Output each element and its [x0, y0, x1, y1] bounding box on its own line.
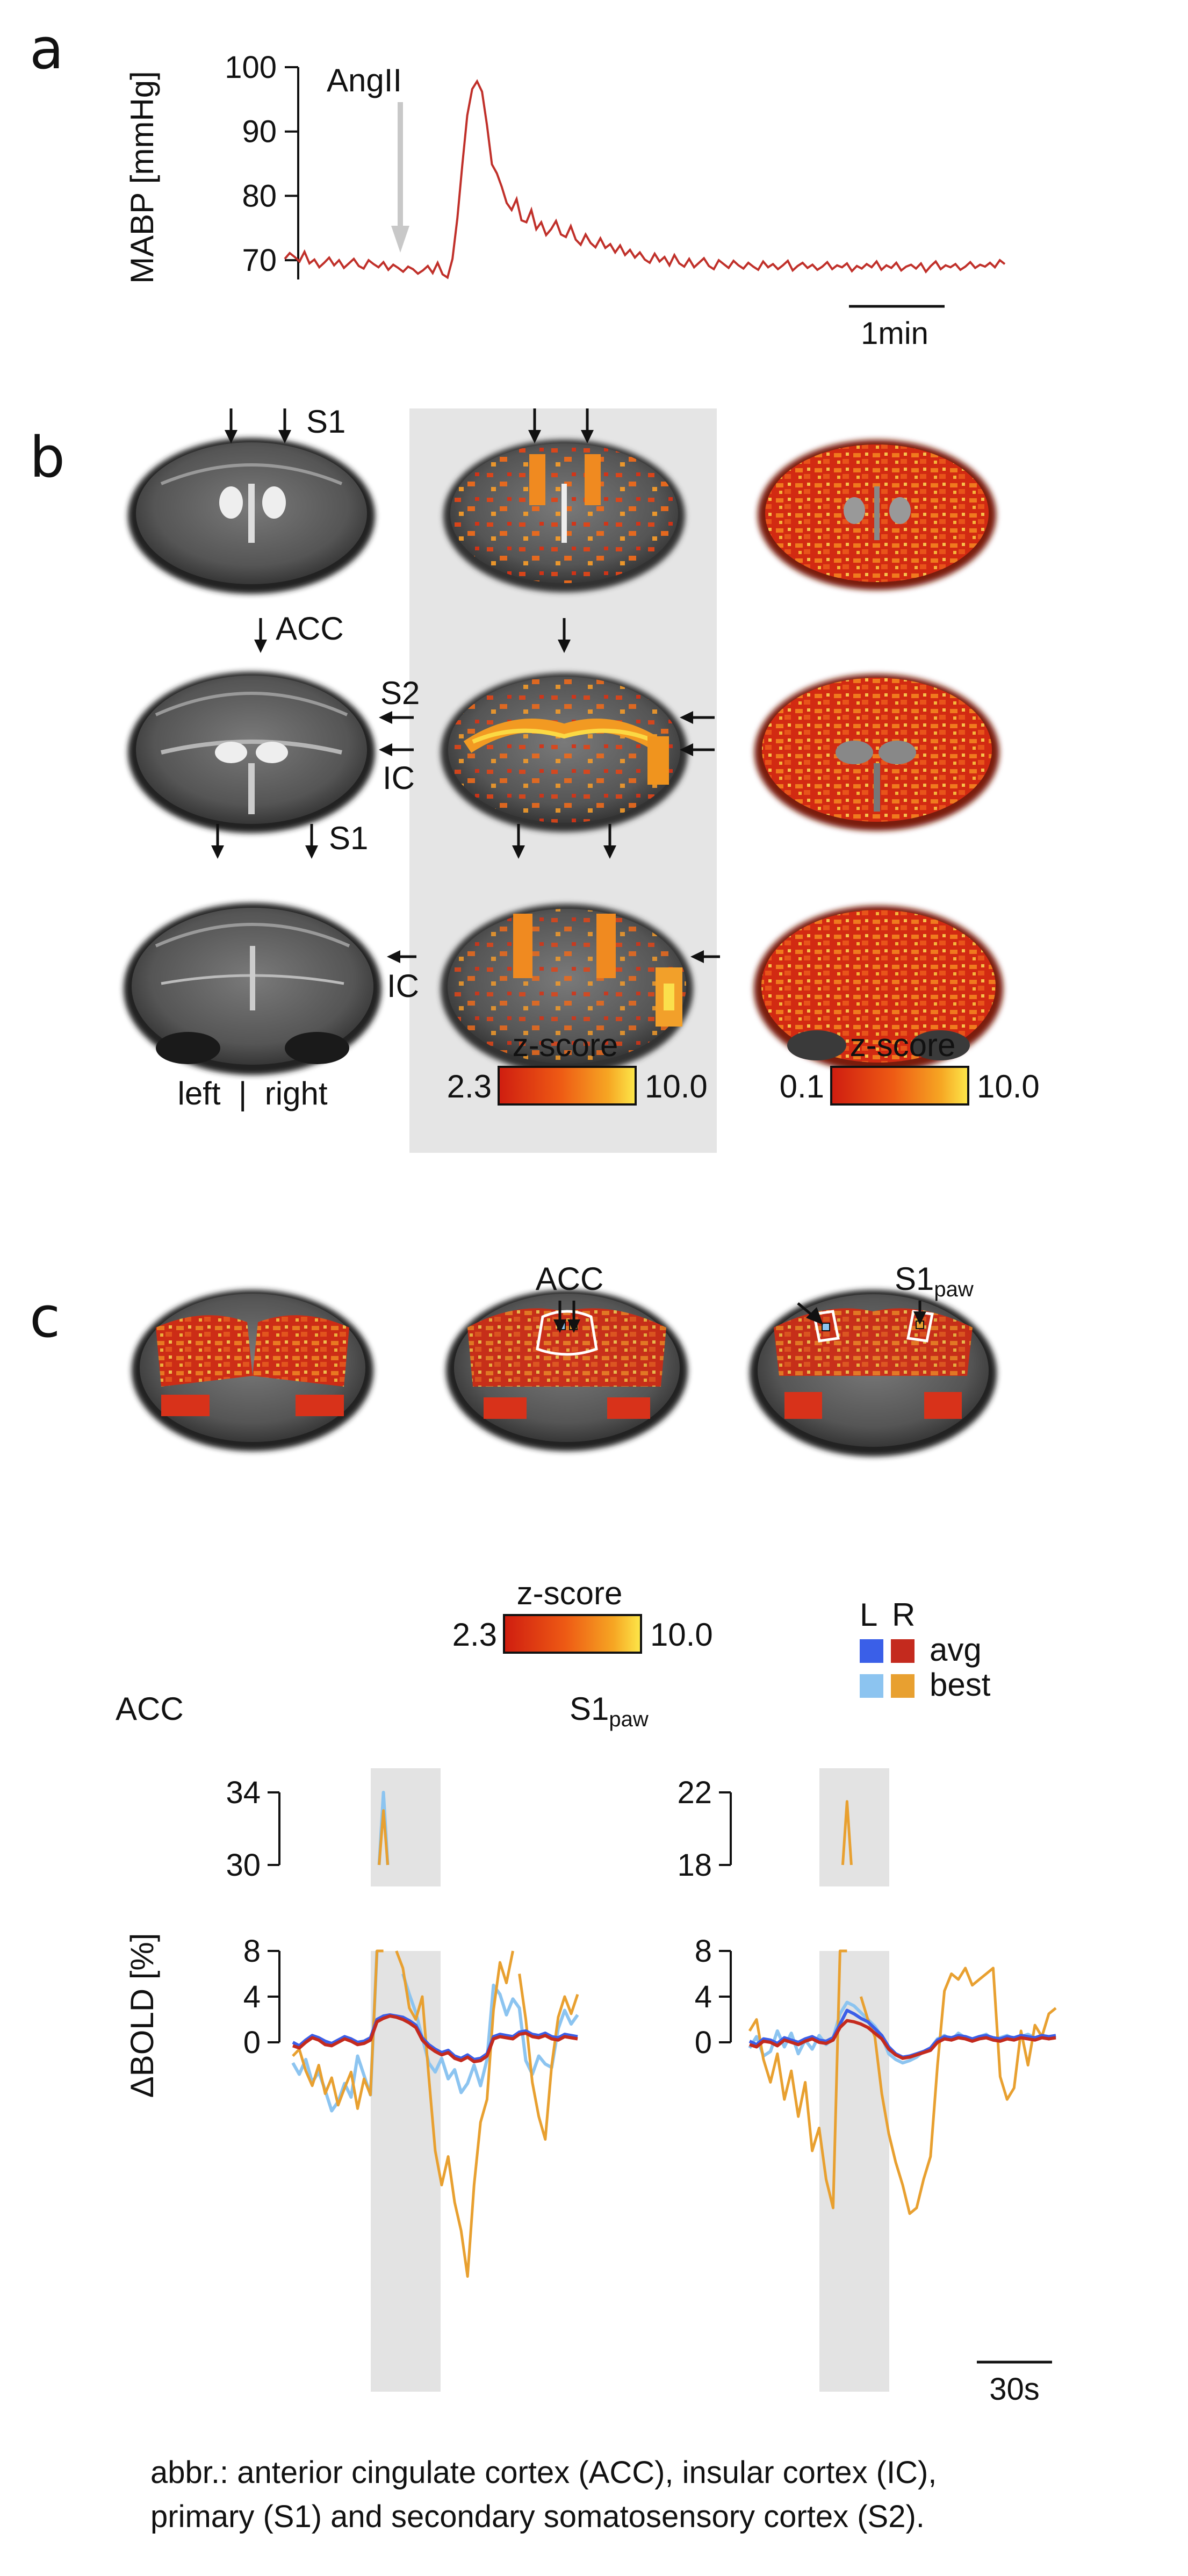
colorbar1-title: z-score [513, 1027, 618, 1063]
mabp-trace [284, 79, 1006, 279]
acc-ytick-label-34: 34 [226, 1775, 261, 1810]
label-b-ic-row2: IC [383, 760, 415, 796]
acc-ytick-label-8: 8 [243, 1934, 261, 1969]
brain-c-2 [446, 1290, 688, 1451]
acc-trace-r-avg [292, 2014, 578, 2064]
label-b-s2: S2 [380, 675, 420, 711]
s1paw-trace-r-best [748, 1800, 1057, 2215]
panel-label-c: c [30, 1285, 61, 1350]
panel-a-y-label: MABP [mmHg] [124, 71, 160, 284]
legend-swatch-r-best [891, 1674, 915, 1698]
brain-b-r2-c1 [128, 672, 375, 833]
s1-stim-shade-bottom [819, 1951, 889, 2392]
s1paw-ytick-label-4: 4 [695, 1979, 712, 2014]
legend-swatch-l-best [860, 1674, 883, 1698]
panel-a-ytick-label-90: 90 [242, 114, 277, 149]
panel-a-ytick-label-70: 70 [242, 243, 277, 278]
panel-b: S1 ACC S2 IC S1 IC left | right z-score … [124, 404, 1040, 1153]
legend-header-r: R [892, 1597, 915, 1633]
brain-b-r1-c1 [128, 438, 375, 594]
arrows-c [553, 1301, 926, 1333]
arrows-b [211, 408, 720, 963]
acc-traces [291, 1791, 579, 2278]
colorbar-c-min: 2.3 [452, 1617, 497, 1653]
brain-b-r3-c1 [124, 903, 381, 1075]
panel-c-y-label: ΔBOLD [%] [124, 1933, 160, 2098]
legend: L R avg best [860, 1597, 991, 1703]
label-c-acc: ACC [536, 1261, 604, 1297]
legend-label-best: best [930, 1667, 991, 1703]
panel-label-b: b [30, 425, 66, 490]
label-b-ic-row3: IC [387, 968, 419, 1004]
panel-c-scalebar-label: 30s [989, 2372, 1040, 2407]
colorbar-c-title: z-score [517, 1575, 623, 1611]
panel-label-a: a [30, 16, 64, 82]
acc-ytick-label-30: 30 [226, 1848, 261, 1883]
s1paw-traces [748, 1800, 1057, 2215]
legend-label-avg: avg [930, 1632, 982, 1668]
brain-c-3 [750, 1290, 997, 1456]
panel-a-ytick-label-100: 100 [225, 50, 277, 85]
colorbar2-bar [830, 1066, 969, 1106]
s1-stim-shade-top [819, 1768, 889, 1886]
acc-trace-r-best [292, 1809, 579, 2278]
colorbar-c-max: 10.0 [650, 1617, 713, 1653]
orientation-label: left | right [177, 1075, 327, 1111]
chart-title-s1paw: S1paw [570, 1691, 649, 1731]
s1paw-trace-l-best [748, 2000, 1056, 2065]
label-b-s1-row1: S1 [306, 404, 345, 440]
colorbar-c-bar [503, 1614, 642, 1654]
chart-title-acc: ACC [116, 1691, 184, 1727]
colorbar1-bar [498, 1066, 637, 1106]
colorbar1-max: 10.0 [645, 1068, 708, 1104]
acc-stim-shade-bottom [371, 1951, 441, 2392]
angii-arrow [391, 102, 409, 253]
brain-c-1 [132, 1290, 373, 1451]
colorbar2-max: 10.0 [977, 1068, 1040, 1104]
panel-c: ACC S1paw z-score 2.3 10.0 L R avg best … [116, 1261, 1057, 2407]
acc-ytick-label-4: 4 [243, 1979, 261, 2014]
colorbar2-min: 0.1 [780, 1068, 824, 1104]
legend-swatch-r-avg [891, 1639, 915, 1663]
brain-b-r3-c3 [754, 906, 1003, 1072]
colorbar1-min: 2.3 [447, 1068, 492, 1104]
caption-line-1: abbr.: anterior cingulate cortex (ACC), … [150, 2455, 937, 2490]
brain-b-r2-c2 [441, 673, 688, 832]
s1paw-ytick-label-18: 18 [677, 1848, 712, 1883]
brain-b-r1-c2 [443, 440, 685, 592]
panel-a-scalebar-label: 1min [861, 316, 928, 351]
label-b-acc: ACC [276, 611, 344, 647]
acc-ytick-label-0: 0 [243, 2025, 261, 2060]
panel-a-ytick-label-80: 80 [242, 178, 277, 213]
brain-b-r2-c3 [754, 674, 999, 831]
colorbar2-title: z-score [850, 1027, 956, 1063]
angii-label: AngII [327, 62, 402, 98]
s1paw-trace-r-avg [749, 2019, 1056, 2060]
legend-header-l: L [860, 1597, 877, 1633]
caption-line-2: primary (S1) and secondary somatosensory… [150, 2499, 925, 2534]
label-c-s1paw: S1paw [895, 1261, 974, 1301]
label-b-s1-row3: S1 [329, 820, 368, 856]
caption: abbr.: anterior cingulate cortex (ACC), … [150, 2451, 1171, 2539]
s1paw-ytick-label-0: 0 [695, 2025, 712, 2060]
acc-trace-l-avg [292, 2013, 578, 2061]
legend-swatch-l-avg [860, 1639, 883, 1663]
brain-b-r1-c3 [758, 440, 996, 590]
s1paw-ytick-label-22: 22 [677, 1775, 712, 1810]
s1paw-ytick-label-8: 8 [695, 1934, 712, 1969]
panel-a-chart: 70 80 90 100 MABP [mmHg] AngII 1min [124, 50, 1006, 351]
brain-b-r3-c2 [441, 904, 693, 1074]
